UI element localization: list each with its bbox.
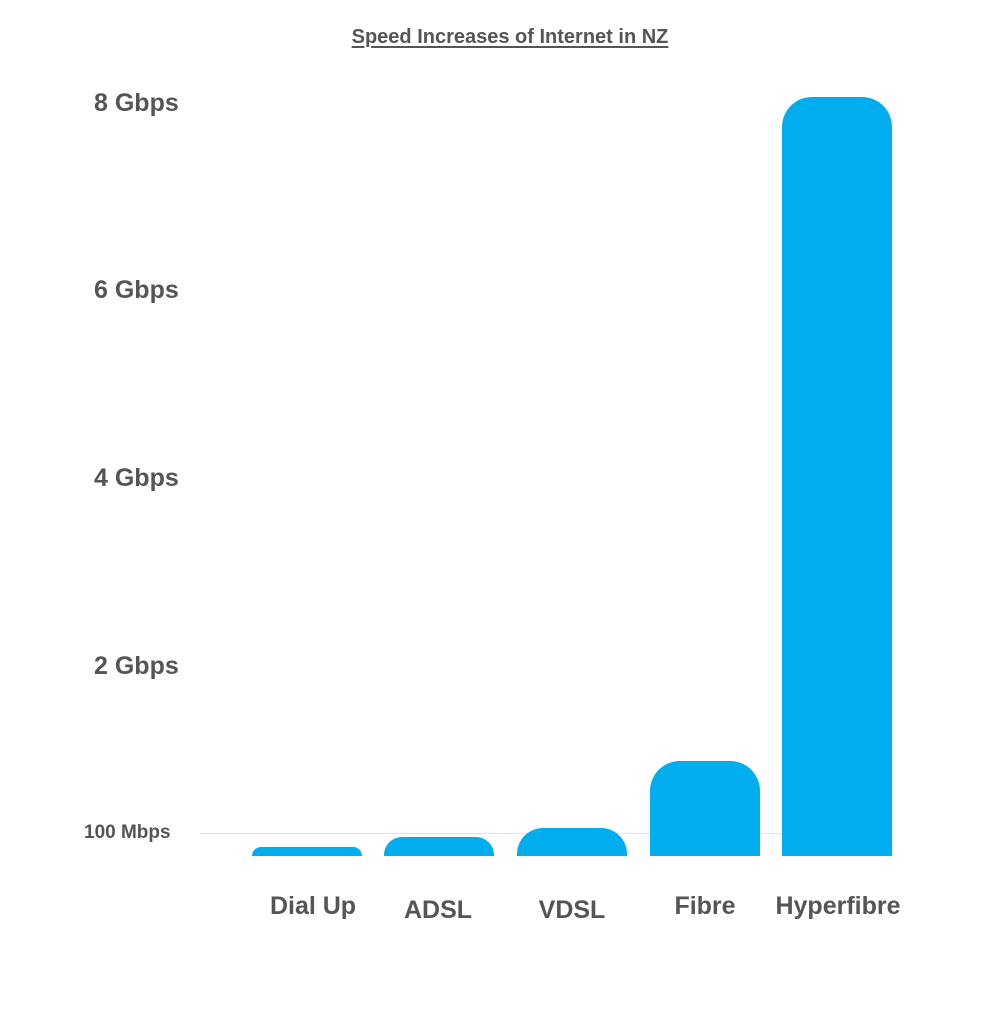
x-label-hyperfibre: Hyperfibre	[775, 892, 901, 920]
y-tick-6gbps: 6 Gbps	[94, 276, 179, 304]
y-tick-4gbps: 4 Gbps	[94, 464, 179, 492]
x-label-vdsl: VDSL	[538, 896, 606, 924]
x-label-fibre: Fibre	[674, 892, 736, 920]
bar-dial-up	[252, 847, 362, 856]
x-label-adsl: ADSL	[403, 896, 473, 924]
y-tick-2gbps: 2 Gbps	[94, 652, 179, 680]
bar-hyperfibre	[782, 97, 892, 856]
chart-title: Speed Increases of Internet in NZ	[351, 26, 669, 48]
bar-vdsl	[517, 828, 627, 856]
bar-fibre	[650, 761, 760, 856]
y-tick-100mbps: 100 Mbps	[84, 822, 171, 843]
bar-adsl	[384, 837, 494, 856]
y-tick-8gbps: 8 Gbps	[94, 89, 179, 117]
gridline-100mbps	[200, 833, 782, 834]
x-label-dial-up: Dial Up	[269, 892, 357, 920]
